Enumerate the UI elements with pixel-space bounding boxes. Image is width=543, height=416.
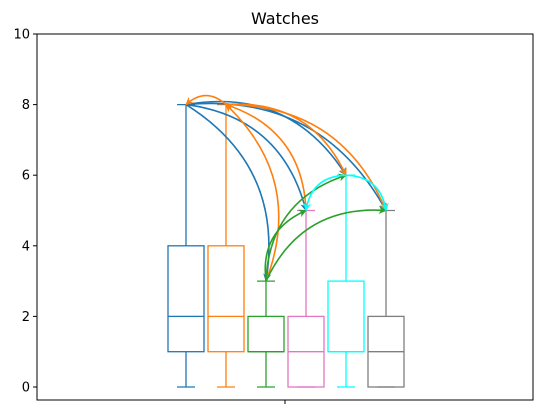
box-iqr <box>247 315 285 353</box>
y-tick-label: 4 <box>22 239 30 254</box>
arrow <box>303 174 347 212</box>
box-plots <box>167 103 405 388</box>
y-tick-label: 10 <box>13 28 30 43</box>
plot-frame <box>36 33 534 401</box>
arrow <box>225 103 347 176</box>
box-iqr <box>327 280 365 353</box>
box-plot <box>367 209 405 388</box>
box-iqr <box>207 245 245 353</box>
arrow <box>185 102 387 212</box>
y-tick-label: 0 <box>22 381 30 396</box>
box-plot <box>207 103 245 388</box>
box-plot <box>167 103 205 388</box>
arrow <box>265 206 387 282</box>
arrow <box>185 103 272 282</box>
y-axis: 0 2 4 6 8 10 <box>13 28 37 396</box>
arrow <box>345 174 389 212</box>
arrow <box>185 94 227 106</box>
box-plot <box>247 280 285 388</box>
box-iqr <box>167 245 205 353</box>
y-tick-label: 6 <box>22 169 30 184</box>
box-plot <box>327 174 365 388</box>
y-tick-label: 2 <box>22 310 30 325</box>
arrow <box>265 173 347 282</box>
y-tick-label: 8 <box>22 98 30 113</box>
box-plot <box>287 209 325 388</box>
arrows <box>185 94 389 282</box>
arrow <box>185 103 309 212</box>
arrow <box>225 104 280 282</box>
chart-title: Watches <box>251 9 319 28</box>
arrow <box>225 103 307 211</box>
arrow <box>264 209 307 282</box>
arrow <box>225 103 387 212</box>
